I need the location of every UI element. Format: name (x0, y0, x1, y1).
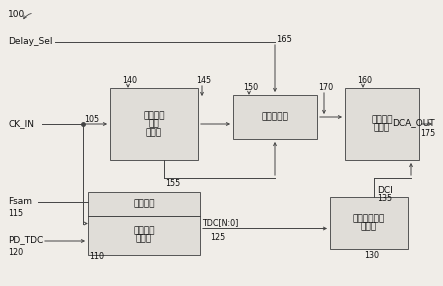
Text: 135: 135 (377, 194, 392, 203)
Text: 主延迟线: 主延迟线 (133, 199, 155, 208)
Text: 160: 160 (357, 76, 372, 85)
Text: CK_IN: CK_IN (8, 120, 34, 128)
Text: 120: 120 (8, 248, 23, 257)
Text: 产生器: 产生器 (146, 128, 162, 137)
Text: DCA_OUT: DCA_OUT (392, 118, 435, 128)
Text: DCI: DCI (377, 186, 393, 195)
Text: 指令: 指令 (148, 120, 159, 128)
Text: 105: 105 (84, 115, 99, 124)
Text: 100: 100 (8, 10, 25, 19)
Bar (345, 88, 419, 160)
Bar (330, 197, 408, 249)
Text: TDC[N:0]: TDC[N:0] (202, 219, 238, 227)
Bar (233, 95, 317, 139)
Text: 产生器: 产生器 (361, 223, 377, 232)
Text: 125: 125 (210, 233, 225, 241)
Text: 工作周期: 工作周期 (371, 115, 393, 124)
Text: 140: 140 (122, 76, 137, 85)
Bar (110, 88, 198, 160)
Bar (88, 192, 200, 255)
Text: 170: 170 (318, 83, 333, 92)
Text: 155: 155 (165, 179, 180, 188)
Text: Delay_Sel: Delay_Sel (8, 37, 53, 45)
Text: 输入相位: 输入相位 (143, 111, 165, 120)
Text: 时间数字: 时间数字 (133, 226, 155, 235)
Text: 150: 150 (243, 83, 258, 92)
Text: PD_TDC: PD_TDC (8, 235, 43, 245)
Text: Fsam: Fsam (8, 196, 32, 206)
Text: 145: 145 (196, 76, 211, 85)
Text: 工作周期索引: 工作周期索引 (353, 214, 385, 223)
Text: 110: 110 (89, 252, 104, 261)
Text: 从属延迟线: 从属延迟线 (261, 112, 288, 122)
Text: 产生器: 产生器 (374, 124, 390, 133)
Text: 165: 165 (276, 35, 292, 44)
Text: 转换器: 转换器 (136, 235, 152, 244)
Text: 175: 175 (420, 129, 435, 138)
Text: 115: 115 (8, 209, 23, 218)
Text: 130: 130 (364, 251, 379, 260)
